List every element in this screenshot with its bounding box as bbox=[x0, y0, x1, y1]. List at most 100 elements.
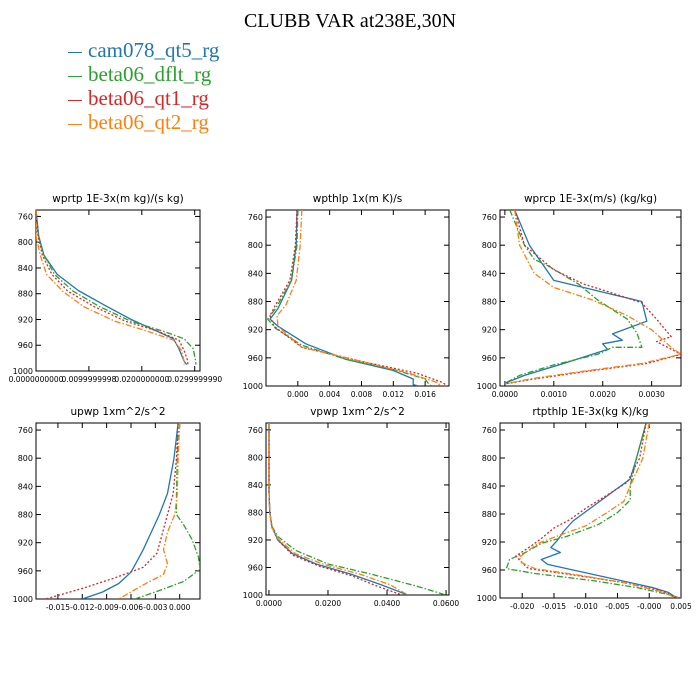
y-tick-label: 880 bbox=[248, 298, 263, 307]
x-tick-label: -0.010 bbox=[574, 602, 598, 611]
y-tick-label: 880 bbox=[18, 511, 33, 520]
y-tick-label: 960 bbox=[18, 341, 33, 350]
x-tick-label: 0.0010 bbox=[541, 390, 567, 399]
x-tick-label: -0.000 bbox=[637, 602, 661, 611]
y-tick-label: 960 bbox=[248, 354, 263, 363]
y-tick-label: 760 bbox=[482, 426, 497, 435]
legend-entry: beta06_qt2_rg bbox=[68, 110, 219, 134]
x-tick-label: 0.016 bbox=[414, 390, 436, 399]
legend-label: cam078_qt5_rg bbox=[88, 38, 220, 62]
y-tick-label: 1000 bbox=[13, 367, 33, 376]
panel-title: wprcp 1E-3x(m/s) (kg/kg) bbox=[524, 193, 657, 205]
series-line-beta06_qt2_rg bbox=[36, 210, 185, 365]
plot-frame bbox=[265, 209, 450, 387]
legend-label: beta06_dflt_rg bbox=[88, 62, 212, 86]
x-tick-label: -0.006 bbox=[119, 603, 143, 612]
y-tick-label: 800 bbox=[248, 453, 263, 462]
legend-entry: beta06_dflt_rg bbox=[68, 62, 219, 86]
chart-panel: wprcp 1E-3x(m/s) (kg/kg) 760 800 840 880 920 9… bbox=[477, 193, 682, 399]
series-line-beta06_qt2_rg bbox=[268, 423, 409, 595]
x-tick-label: 0.0000 bbox=[256, 599, 282, 608]
chart-panel: wprtp 1E-3x(m kg)/(s kg) 760 800 840 880 920 9… bbox=[9, 193, 223, 384]
series-line-beta06_dflt_rg bbox=[134, 423, 200, 599]
series-line-cam078_qt5_rg bbox=[82, 423, 179, 599]
y-tick-label: 840 bbox=[18, 482, 33, 491]
y-tick-label: 1000 bbox=[243, 382, 263, 391]
x-tick-label: -0.015 bbox=[46, 603, 70, 612]
y-tick-label: 1000 bbox=[13, 595, 33, 604]
y-tick-label: 760 bbox=[18, 212, 33, 221]
plot-frame bbox=[35, 209, 201, 372]
legend-label: beta06_qt1_rg bbox=[88, 86, 209, 110]
series-line-cam078_qt5_rg bbox=[269, 210, 419, 386]
series-line-beta06_dflt_rg bbox=[268, 423, 447, 595]
y-tick-label: 960 bbox=[248, 563, 263, 572]
y-tick-label: 880 bbox=[18, 290, 33, 299]
series-line-beta06_qt2_rg bbox=[118, 423, 181, 599]
x-tick-label: -0.015 bbox=[542, 602, 566, 611]
x-tick-label: 0.012 bbox=[383, 390, 405, 399]
x-tick-label: 0.0030 bbox=[639, 390, 665, 399]
series-line-cam078_qt5_rg bbox=[540, 423, 681, 598]
chart-panel: rtpthlp 1E-3x(kg K)/kg 760 800 840 880 920 960… bbox=[477, 406, 692, 611]
series-line-beta06_qt1_rg bbox=[269, 210, 448, 386]
legend: cam078_qt5_rg beta06_dflt_rg beta06_qt1_… bbox=[68, 38, 219, 134]
y-tick-label: 920 bbox=[482, 538, 497, 547]
y-tick-label: 1000 bbox=[243, 591, 263, 600]
panel-title: wpthlp 1x(m K)/s bbox=[313, 193, 403, 205]
y-tick-label: 840 bbox=[18, 264, 33, 273]
y-tick-label: 960 bbox=[18, 567, 33, 576]
y-tick-label: 800 bbox=[482, 454, 497, 463]
legend-entry: beta06_qt1_rg bbox=[68, 86, 219, 110]
y-tick-label: 760 bbox=[248, 213, 263, 222]
x-tick-label: 0.008 bbox=[351, 390, 373, 399]
series-line-cam078_qt5_rg bbox=[504, 210, 648, 384]
y-tick-label: 840 bbox=[482, 482, 497, 491]
legend-swatch bbox=[68, 51, 82, 53]
series-group bbox=[504, 210, 681, 385]
x-tick-label: -0.003 bbox=[143, 603, 167, 612]
plot-frame bbox=[35, 422, 201, 600]
y-tick-label: 840 bbox=[248, 269, 263, 278]
plot-frame bbox=[499, 209, 682, 387]
x-tick-label: 0.0020 bbox=[590, 390, 616, 399]
x-tick-label: -0.012 bbox=[70, 603, 94, 612]
legend-swatch bbox=[68, 123, 82, 125]
y-tick-label: 920 bbox=[248, 326, 263, 335]
y-tick-label: 800 bbox=[18, 238, 33, 247]
x-tick-label: -0.020 bbox=[510, 602, 534, 611]
x-tick-label: 0.0200000000 bbox=[114, 375, 169, 384]
legend-swatch bbox=[68, 99, 82, 101]
series-line-beta06_qt1_rg bbox=[45, 423, 179, 599]
x-tick-label: 0.000 bbox=[169, 603, 191, 612]
y-tick-label: 840 bbox=[482, 269, 497, 278]
chart-panel: upwp 1xm^2/s^2 760 800 840 880 920 960 1000 -0.0… bbox=[13, 406, 201, 612]
series-line-beta06_dflt_rg bbox=[36, 210, 197, 365]
y-tick-label: 920 bbox=[248, 536, 263, 545]
series-group bbox=[505, 423, 681, 598]
series-line-beta06_dflt_rg bbox=[504, 210, 643, 384]
y-tick-label: 800 bbox=[482, 241, 497, 250]
panel-title: rtpthlp 1E-3x(kg K)/kg bbox=[532, 406, 648, 418]
chart-panel: wpthlp 1x(m K)/s 760 800 840 880 920 960 1000 0.… bbox=[243, 193, 450, 399]
y-tick-label: 1000 bbox=[477, 594, 497, 603]
x-tick-label: 0.0600 bbox=[433, 599, 459, 608]
plot-frame bbox=[265, 422, 450, 596]
y-tick-label: 760 bbox=[18, 426, 33, 435]
y-tick-label: 880 bbox=[248, 508, 263, 517]
y-tick-label: 760 bbox=[482, 213, 497, 222]
panel-title: wprtp 1E-3x(m kg)/(s kg) bbox=[52, 193, 183, 205]
x-tick-label: 0.004 bbox=[319, 390, 341, 399]
series-group bbox=[45, 423, 200, 599]
y-tick-label: 920 bbox=[18, 539, 33, 548]
series-line-beta06_qt2_rg bbox=[276, 210, 442, 386]
x-tick-label: 0.000 bbox=[287, 390, 309, 399]
y-tick-label: 800 bbox=[248, 241, 263, 250]
x-tick-label: 0.0099999998 bbox=[61, 375, 116, 384]
x-tick-label: -0.009 bbox=[95, 603, 119, 612]
series-line-beta06_qt1_rg bbox=[504, 210, 681, 385]
series-group bbox=[36, 210, 197, 366]
series-line-beta06_dflt_rg bbox=[505, 423, 679, 598]
series-line-beta06_qt2_rg bbox=[518, 423, 679, 598]
